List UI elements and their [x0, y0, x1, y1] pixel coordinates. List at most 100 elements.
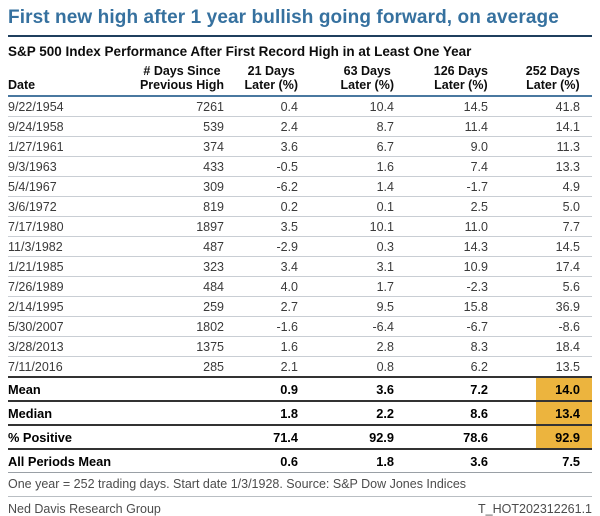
- date-cell: 9/24/1958: [8, 116, 100, 137]
- table-summary: Mean 0.9 3.6 7.2 14.0 Median 1.8 2.2 8.6 13.4% Po…: [8, 376, 592, 473]
- value-cell: 6.7: [302, 136, 398, 157]
- column-header-label: Later (%): [526, 78, 580, 92]
- highlighted-value-cell: 13.4: [492, 400, 592, 425]
- value-cell: 8.3: [398, 336, 492, 357]
- column-header-label: Later (%): [434, 78, 488, 92]
- table-row: 2/14/1995 259 2.7 9.5 15.8 36.9: [8, 296, 592, 317]
- chart-code: T_HOT202312261.1: [478, 502, 592, 516]
- summary-value-cell: [100, 400, 228, 425]
- value-cell: 819: [100, 196, 228, 217]
- value-cell: 0.4: [228, 96, 302, 117]
- value-cell: 14.1: [492, 116, 592, 137]
- summary-label: % Positive: [8, 424, 100, 449]
- value-cell: 2.5: [398, 196, 492, 217]
- table-row: 11/3/1982 487 -2.9 0.3 14.3 14.5: [8, 236, 592, 257]
- table-row: 7/17/1980 1897 3.5 10.1 11.0 7.7: [8, 216, 592, 237]
- value-cell: 1802: [100, 316, 228, 337]
- value-cell: 11.3: [492, 136, 592, 157]
- summary-value-cell: 71.4: [228, 424, 302, 449]
- column-header-col-date: Date: [8, 62, 100, 97]
- date-cell: 1/27/1961: [8, 136, 100, 157]
- summary-row: Mean 0.9 3.6 7.2 14.0: [8, 376, 592, 401]
- date-cell: 5/4/1967: [8, 176, 100, 197]
- value-cell: -1.7: [398, 176, 492, 197]
- value-cell: 41.8: [492, 96, 592, 117]
- value-cell: 1.7: [302, 276, 398, 297]
- column-header-top-label: 63 Days: [343, 64, 391, 78]
- value-cell: 4.0: [228, 276, 302, 297]
- value-cell: -1.6: [228, 316, 302, 337]
- column-header-top-label: # Days Since: [143, 64, 221, 78]
- value-cell: -2.9: [228, 236, 302, 257]
- summary-row: All Periods Mean 0.6 1.8 3.6 7.5: [8, 448, 592, 473]
- table-row: 1/27/1961 374 3.6 6.7 9.0 11.3: [8, 136, 592, 157]
- table-row: 5/30/2007 1802 -1.6 -6.4 -6.7 -8.6: [8, 316, 592, 337]
- date-cell: 7/17/1980: [8, 216, 100, 237]
- value-cell: 7.4: [398, 156, 492, 177]
- value-cell: 0.2: [228, 196, 302, 217]
- column-header-label: Date: [8, 78, 36, 92]
- summary-row: Median 1.8 2.2 8.6 13.4: [8, 400, 592, 425]
- value-cell: 10.1: [302, 216, 398, 237]
- table-row: 3/28/2013 1375 1.6 2.8 8.3 18.4: [8, 336, 592, 357]
- value-cell: 1.6: [228, 336, 302, 357]
- summary-value-cell: 3.6: [398, 448, 492, 473]
- table-row: 7/26/1989 484 4.0 1.7 -2.3 5.6: [8, 276, 592, 297]
- page-title: First new high after 1 year bullish goin…: [8, 7, 559, 28]
- value-cell: -8.6: [492, 316, 592, 337]
- summary-value-cell: [100, 448, 228, 473]
- date-cell: 9/3/1963: [8, 156, 100, 177]
- value-cell: 1.4: [302, 176, 398, 197]
- value-cell: 11.4: [398, 116, 492, 137]
- date-cell: 2/14/1995: [8, 296, 100, 317]
- value-cell: 8.7: [302, 116, 398, 137]
- column-header-col-21: 21 Days Later (%): [228, 62, 302, 97]
- value-cell: 0.1: [302, 196, 398, 217]
- date-cell: 5/30/2007: [8, 316, 100, 337]
- date-cell: 3/28/2013: [8, 336, 100, 357]
- table-body: 9/22/1954 7261 0.4 10.4 14.5 41.8 9/24/1958 539…: [8, 96, 592, 378]
- title-divider: [8, 35, 592, 37]
- column-header-top-label: 126 Days: [433, 64, 488, 78]
- value-cell: -6.7: [398, 316, 492, 337]
- value-cell: 4.9: [492, 176, 592, 197]
- column-header-col-63: 63 Days Later (%): [302, 62, 398, 97]
- summary-value-cell: 7.5: [492, 448, 592, 473]
- value-cell: 14.5: [398, 96, 492, 117]
- value-cell: 18.4: [492, 336, 592, 357]
- table-row: 5/4/1967 309 -6.2 1.4 -1.7 4.9: [8, 176, 592, 197]
- summary-value-cell: 8.6: [398, 400, 492, 425]
- value-cell: 17.4: [492, 256, 592, 277]
- value-cell: 14.5: [492, 236, 592, 257]
- summary-row: % Positive 71.4 92.9 78.6 92.9: [8, 424, 592, 449]
- table-header-row: Date # Days Since Previous High 21 Days Late…: [8, 62, 592, 97]
- date-cell: 11/3/1982: [8, 236, 100, 257]
- highlighted-value-cell: 92.9: [492, 424, 592, 449]
- column-header-col-126: 126 Days Later (%): [398, 62, 492, 97]
- value-cell: 7261: [100, 96, 228, 117]
- summary-value-cell: 92.9: [302, 424, 398, 449]
- column-header-top-label: 252 Days: [525, 64, 580, 78]
- value-cell: 36.9: [492, 296, 592, 317]
- table-row: 7/11/2016 285 2.1 0.8 6.2 13.5: [8, 356, 592, 378]
- table-subtitle: S&P 500 Index Performance After First Re…: [8, 44, 472, 59]
- value-cell: 14.3: [398, 236, 492, 257]
- value-cell: 6.2: [398, 356, 492, 378]
- footer: Ned Davis Research Group T_HOT202312261.…: [8, 497, 592, 516]
- summary-value-cell: [100, 424, 228, 449]
- value-cell: 0.3: [302, 236, 398, 257]
- value-cell: 1.6: [302, 156, 398, 177]
- summary-value-cell: 7.2: [398, 376, 492, 401]
- value-cell: 7.7: [492, 216, 592, 237]
- value-cell: 309: [100, 176, 228, 197]
- date-cell: 7/26/1989: [8, 276, 100, 297]
- summary-value-cell: 1.8: [302, 448, 398, 473]
- date-cell: 3/6/1972: [8, 196, 100, 217]
- value-cell: 3.5: [228, 216, 302, 237]
- value-cell: 1375: [100, 336, 228, 357]
- value-cell: 487: [100, 236, 228, 257]
- value-cell: 3.4: [228, 256, 302, 277]
- column-header-label: Later (%): [244, 78, 298, 92]
- value-cell: 15.8: [398, 296, 492, 317]
